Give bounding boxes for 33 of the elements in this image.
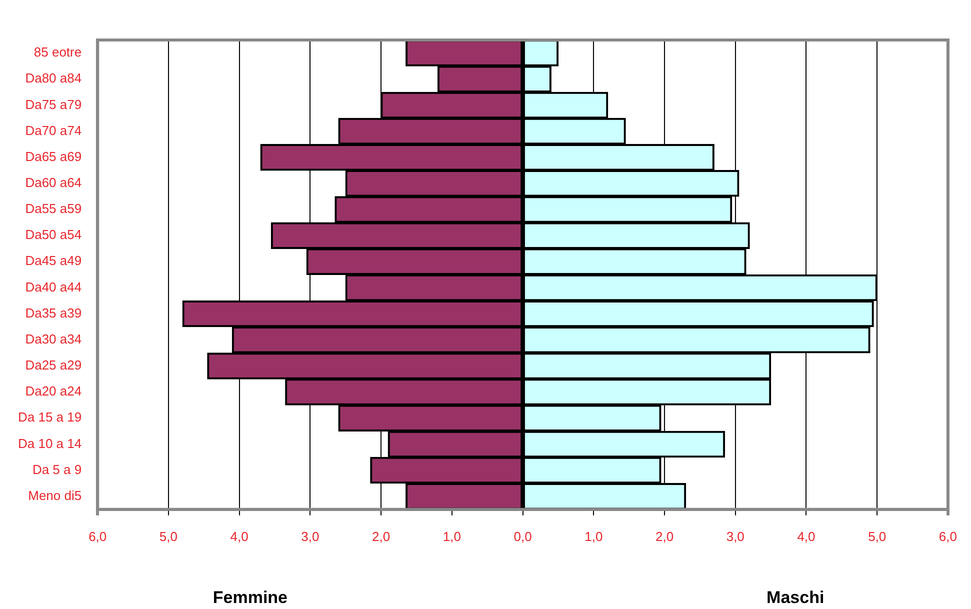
x-tick-label: 6,0 (88, 528, 107, 544)
x-tick-label: 3,0 (726, 528, 744, 544)
x-tick-label: 5,0 (868, 528, 886, 544)
y-tick-label: Da80 a84 (25, 70, 82, 86)
x-tick-label: 1,0 (584, 528, 603, 544)
y-tick-label: Da60 a64 (25, 175, 82, 190)
y-tick-label: Da70 a74 (25, 122, 82, 138)
x-tick-label: 4,0 (797, 528, 816, 544)
y-tick-label: Da 5 a 9 (32, 462, 82, 477)
y-tick-label: Da55 a59 (25, 201, 82, 216)
y-tick-label: Da50 a54 (25, 227, 82, 242)
y-tick-label: 85 eotre (34, 44, 82, 60)
x-tick-label: 6,0 (938, 528, 958, 544)
y-tick-label: Da35 a39 (25, 305, 82, 320)
x-tick-label: 0,0 (514, 528, 532, 544)
y-tick-label: Da65 a69 (25, 148, 82, 164)
y-tick-label: Da75 a79 (25, 96, 82, 112)
y-tick-label: Da30 a34 (25, 331, 82, 346)
x-tick-label: 4,0 (230, 528, 248, 544)
x-tick-label: 2,0 (655, 528, 674, 544)
text: Femmine (212, 588, 288, 608)
x-tick-label: 3,0 (301, 528, 320, 544)
y-tick-label: Meno di5 (28, 488, 82, 503)
y-tick-label: Da20 a24 (25, 384, 82, 399)
x-tick-label: 1,0 (442, 528, 461, 544)
text: Maschi (766, 588, 824, 608)
y-tick-label: Da45 a49 (25, 253, 82, 268)
y-tick-label: Da40 a44 (25, 279, 82, 294)
x-tick-label: 5,0 (159, 528, 178, 544)
y-tick-label: Da 15 a 19 (18, 410, 82, 425)
x-tick-label: 2,0 (372, 528, 390, 544)
y-tick-label: Da 10 a 14 (18, 436, 82, 451)
y-tick-label: Da25 a29 (25, 358, 82, 373)
